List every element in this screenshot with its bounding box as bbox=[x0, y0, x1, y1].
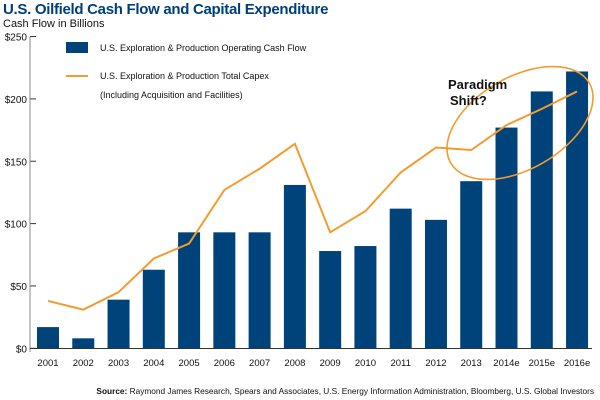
bar-2014e bbox=[495, 127, 518, 349]
legend: U.S. Exploration & Production Operating … bbox=[66, 42, 307, 100]
bar-2002 bbox=[72, 338, 95, 349]
bar-2006 bbox=[213, 232, 236, 349]
x-tick-label: 2011 bbox=[390, 358, 410, 369]
x-tick-label: 2007 bbox=[249, 358, 270, 369]
bar-2001 bbox=[37, 327, 59, 349]
x-tick-label: 2015e bbox=[529, 358, 555, 369]
legend-label-bar: U.S. Exploration & Production Operating … bbox=[100, 43, 307, 53]
bar-2010 bbox=[354, 246, 377, 349]
x-tick-label: 2004 bbox=[143, 358, 164, 369]
x-tick-label: 2003 bbox=[108, 358, 129, 369]
bar-2011 bbox=[389, 208, 412, 349]
source-note: Source: Raymond James Research, Spears a… bbox=[96, 386, 594, 396]
paradigm-shift-ellipse bbox=[446, 65, 594, 181]
y-tick-label: $0 bbox=[16, 344, 28, 355]
legend-label-line: U.S. Exploration & Production Total Cape… bbox=[100, 71, 269, 81]
bar-2013 bbox=[460, 181, 483, 349]
y-tick-label: $100 bbox=[5, 220, 28, 231]
legend-swatch-bar bbox=[66, 42, 88, 53]
y-tick-label: $50 bbox=[10, 282, 27, 293]
x-tick-label: 2010 bbox=[355, 358, 376, 369]
x-tick-label: 2001 bbox=[37, 358, 58, 369]
x-tick-label: 2014e bbox=[493, 358, 519, 369]
legend-label-line-2: (Including Acquisition and Facilities) bbox=[100, 90, 243, 100]
y-tick-label: $250 bbox=[5, 33, 28, 44]
x-tick-label: 2009 bbox=[320, 358, 341, 369]
x-tick-label: 2012 bbox=[425, 358, 446, 369]
y-tick-label: $200 bbox=[5, 95, 28, 106]
y-tick-label: $150 bbox=[5, 157, 28, 168]
source-text: Raymond James Research, Spears and Assoc… bbox=[127, 386, 594, 396]
bar-2008 bbox=[283, 184, 306, 349]
chart-title: U.S. Oilfield Cash Flow and Capital Expe… bbox=[3, 1, 329, 18]
y-axis-label: Cash Flow in Billions bbox=[3, 18, 105, 30]
bar-2005 bbox=[178, 232, 201, 349]
x-tick-label: 2016e bbox=[564, 358, 590, 369]
bar-2016e bbox=[566, 71, 589, 349]
annotation-line2: Shift? bbox=[450, 93, 487, 108]
x-tick-label: 2008 bbox=[284, 358, 305, 369]
bar-2012 bbox=[424, 219, 447, 349]
bar-2009 bbox=[319, 251, 342, 349]
bar-2007 bbox=[248, 232, 271, 349]
source-label: Source: bbox=[96, 386, 128, 396]
x-tick-label: 2005 bbox=[179, 358, 200, 369]
capex-line bbox=[47, 90, 578, 311]
bar-2004 bbox=[142, 269, 165, 349]
bar-2015e bbox=[530, 91, 553, 349]
x-tick-label: 2006 bbox=[214, 358, 235, 369]
x-tick-label: 2013 bbox=[461, 358, 482, 369]
bar-2003 bbox=[107, 299, 130, 349]
annotation-line1: Paradigm bbox=[448, 77, 507, 92]
x-tick-label: 2002 bbox=[73, 358, 94, 369]
